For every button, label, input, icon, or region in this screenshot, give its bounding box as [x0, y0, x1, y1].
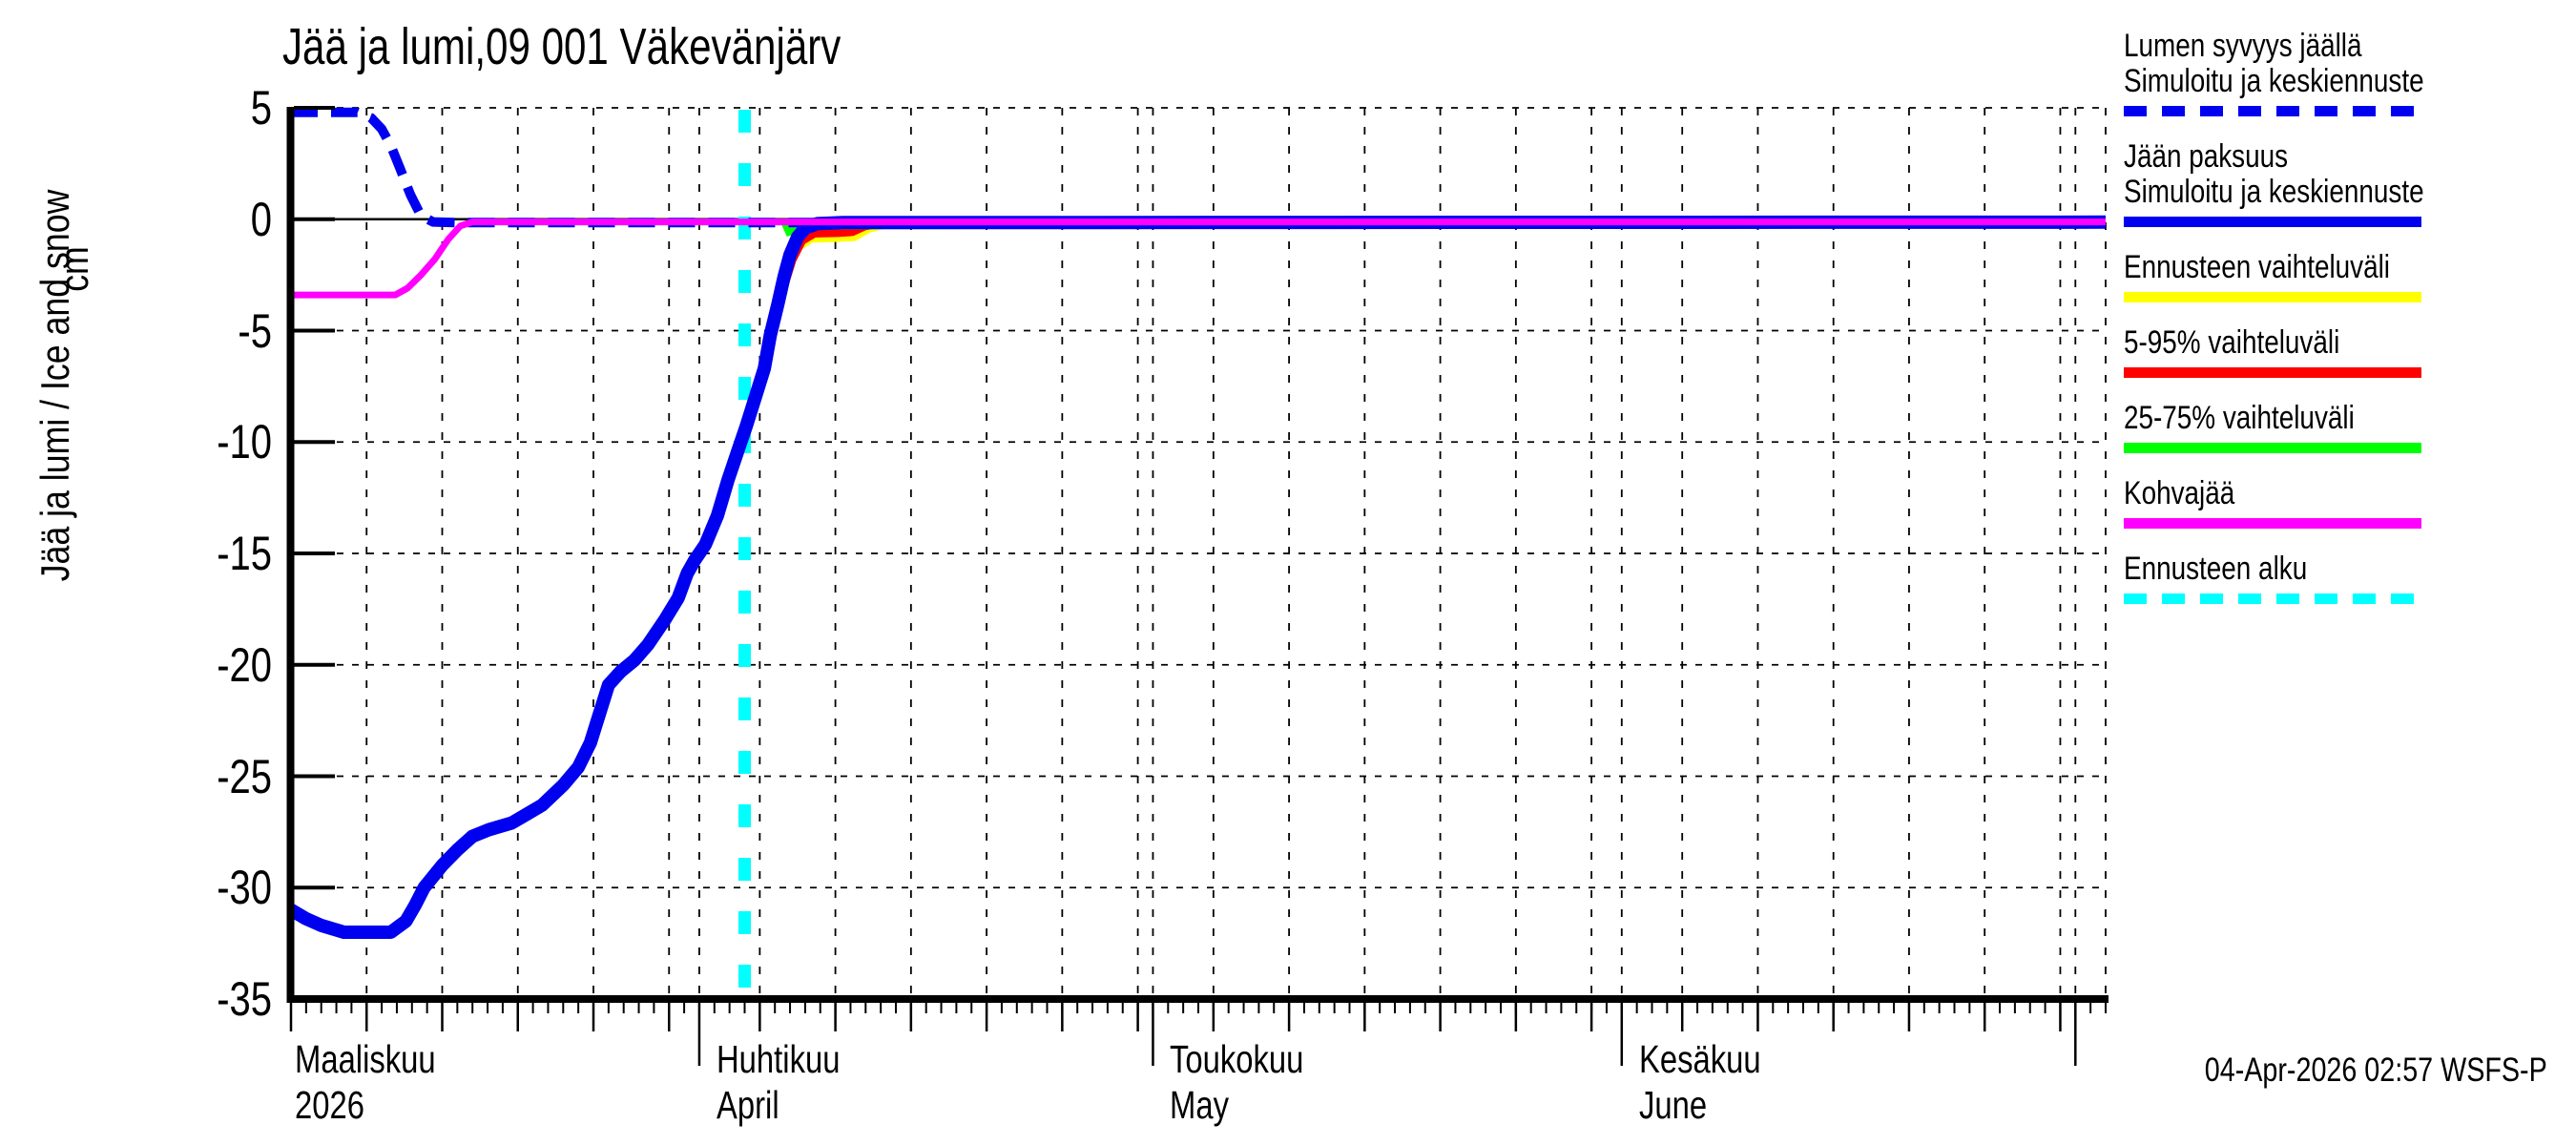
legend-item-3: Ennusteen vaihteluväli [2124, 250, 2563, 302]
y-tick-label: -5 [238, 303, 272, 358]
y-tick-label: -35 [217, 972, 272, 1026]
x-month-label: Huhtikuu April [717, 1036, 840, 1128]
legend-swatch-dashed [2124, 106, 2421, 116]
snow-depth-line [291, 107, 2106, 228]
legend-label: Ennusteen alku [2124, 551, 2308, 587]
month-label-fi: Huhtikuu [716, 1037, 841, 1081]
band-5-95 [760, 223, 2106, 380]
legend-label: 5-95% vaihteluväli [2124, 324, 2340, 361]
y-tick-label: 5 [250, 81, 272, 135]
legend-item-6: Kohvajää [2124, 476, 2563, 529]
ice-thickness-line [287, 215, 2107, 939]
legend-swatch-solid [2124, 518, 2421, 529]
y-axis-unit-label: cm [52, 246, 96, 292]
legend-label: Jään paksuus [2124, 138, 2289, 175]
y-tick-label: -30 [217, 861, 272, 915]
legend-swatch-solid [2124, 217, 2421, 227]
legend-label: Kohvajää [2124, 475, 2235, 511]
month-label-en: May [1170, 1083, 1230, 1127]
y-tick-label: -10 [217, 415, 272, 469]
legend-item-2: Jään paksuus Simuloitu ja keskiennuste [2124, 139, 2563, 227]
legend-swatch-dashed [2124, 593, 2421, 604]
y-tick-label: 0 [250, 192, 272, 246]
month-label-en: 2026 [295, 1083, 364, 1127]
legend-label: Ennusteen vaihteluväli [2124, 249, 2390, 285]
legend-label: Simuloitu ja keskiennuste [2124, 174, 2424, 210]
month-label-fi: Toukokuu [1170, 1037, 1304, 1081]
x-month-label: Kesäkuu June [1639, 1036, 1761, 1128]
chart-title: Jää ja lumi,09 001 Väkevänjärv [282, 18, 841, 75]
month-label-fi: Kesäkuu [1638, 1037, 1761, 1081]
y-tick-label: -25 [217, 749, 272, 803]
legend-label: 25-75% vaihteluväli [2124, 400, 2355, 436]
kohvajaa-line [291, 219, 2106, 299]
x-month-label: Toukokuu May [1170, 1036, 1303, 1128]
band-forecast-range [758, 223, 2106, 380]
legend-item-5: 25-75% vaihteluväli [2124, 401, 2563, 453]
legend: Lumen syvyys jäällä Simuloitu ja keskienn… [2124, 29, 2563, 627]
legend-swatch-solid [2124, 443, 2421, 453]
legend-swatch-solid [2124, 292, 2421, 302]
month-label-fi: Maaliskuu [295, 1037, 436, 1081]
timestamp: 04-Apr-2026 02:57 WSFS-P [2205, 1051, 2547, 1089]
legend-item-4: 5-95% vaihteluväli [2124, 325, 2563, 378]
y-tick-label: -15 [217, 527, 272, 580]
y-tick-label: -20 [217, 637, 272, 692]
legend-item-1: Lumen syvyys jäällä Simuloitu ja keskienn… [2124, 29, 2563, 116]
legend-swatch-solid [2124, 367, 2421, 378]
legend-label: Simuloitu ja keskiennuste [2124, 63, 2424, 99]
month-label-en: June [1638, 1083, 1707, 1127]
x-month-label: Maaliskuu 2026 [295, 1036, 436, 1128]
legend-item-7: Ennusteen alku [2124, 552, 2563, 604]
legend-label: Lumen syvyys jäällä [2124, 28, 2362, 64]
month-label-en: April [716, 1083, 779, 1127]
